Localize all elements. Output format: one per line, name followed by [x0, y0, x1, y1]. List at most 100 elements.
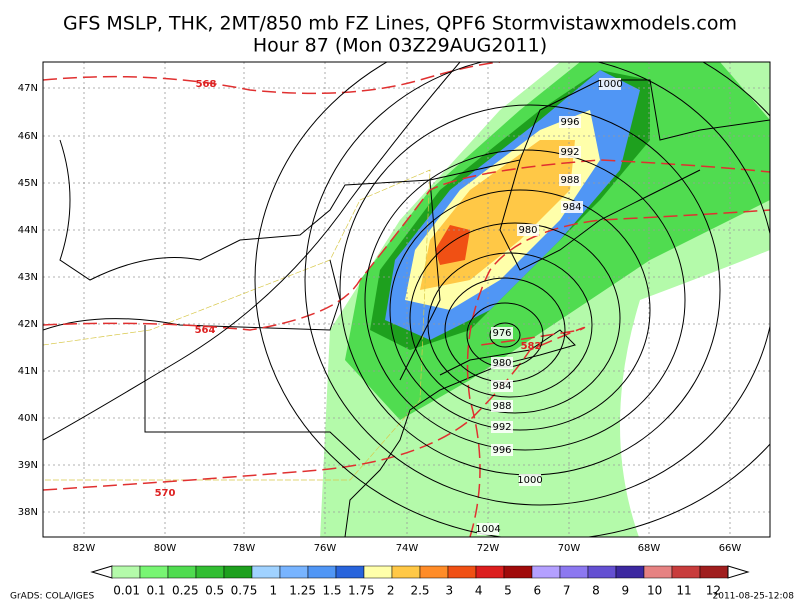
colorbar-right-arrow: [727, 565, 750, 579]
lat-label: 47N: [18, 83, 38, 94]
lat-label: 39N: [18, 460, 38, 471]
map-area: [43, 62, 770, 537]
colorbar-box: [167, 565, 197, 579]
colorbar-box: [223, 565, 253, 579]
label-bg: [491, 421, 513, 433]
lat-label: 42N: [18, 319, 38, 330]
lon-label: 74W: [396, 543, 419, 554]
title-line: GFS MSLP, THK, 2MT/850 mb FZ Lines, QPF6…: [63, 13, 737, 35]
label-bg: [559, 116, 581, 128]
isobar-label: 1000: [597, 79, 622, 90]
county-lines: [43, 169, 431, 481]
isobar-label: 988: [492, 401, 511, 412]
label-bg: [517, 224, 539, 236]
isobar-label: 996: [492, 445, 511, 456]
lon-label: 66W: [719, 543, 742, 554]
footer-right: 2011-08-25-12:08: [713, 592, 795, 602]
colorbar-label: 1.75: [348, 584, 375, 598]
colorbar-label: 3: [446, 584, 454, 598]
lon-label: 70W: [558, 543, 581, 554]
colorbar-box: [643, 565, 673, 579]
label-bg: [599, 78, 621, 90]
label-bg: [559, 146, 581, 158]
isobar-label: 980: [492, 358, 511, 369]
isobar-label: 984: [562, 202, 581, 213]
colorbar-label: 0.25: [172, 584, 199, 598]
precip-red: [435, 225, 470, 265]
isobar-label: 988: [560, 175, 579, 186]
isobar-label: 976: [492, 328, 511, 339]
label-bg: [491, 357, 513, 369]
lon-label: 72W: [477, 543, 500, 554]
colorbar-box: [307, 565, 337, 579]
lat-label: 41N: [18, 366, 38, 377]
colorbar-label: 0.01: [113, 584, 140, 598]
label-bg: [519, 474, 541, 486]
graticule: [43, 62, 770, 537]
thickness-label: 568: [196, 79, 217, 90]
colorbar-box: [559, 565, 589, 579]
lat-label: 43N: [18, 272, 38, 283]
label-bg: [491, 327, 513, 339]
map-frame: [42, 61, 771, 538]
label-bg: [491, 400, 513, 412]
colorbar-box: [587, 565, 617, 579]
colorbar-box: [671, 565, 701, 579]
colorbar-box: [419, 565, 449, 579]
lon-label: 80W: [154, 543, 177, 554]
lon-label: 82W: [73, 543, 96, 554]
precip-gap: [620, 250, 770, 537]
lon-label: 78W: [233, 543, 256, 554]
colorbar-label: 0.1: [146, 584, 165, 598]
isobar-label: 992: [560, 147, 579, 158]
colorbar-label: 8: [592, 584, 600, 598]
colorbar-box: [475, 565, 505, 579]
colorbar-box: [503, 565, 533, 579]
lat-label: 40N: [18, 413, 38, 424]
title-line: Hour 87 (Mon 03Z29AUG2011): [253, 35, 547, 57]
thickness-label: 564: [195, 325, 216, 336]
isobar-label: 1000: [517, 475, 542, 486]
colorbar-label: 7: [563, 584, 571, 598]
colorbar-left-arrow: [90, 565, 113, 579]
colorbar-box: [111, 565, 141, 579]
colorbar-label: 11: [676, 584, 691, 598]
colorbar-box: [139, 565, 169, 579]
colorbar-label: 5: [504, 584, 512, 598]
colorbar-label: 1.25: [289, 584, 316, 598]
lon-label: 68W: [638, 543, 661, 554]
colorbar-box: [615, 565, 645, 579]
thickness-label: 570: [155, 488, 176, 499]
colorbar-box: [251, 565, 281, 579]
colorbar-label: 9: [622, 584, 630, 598]
label-bg: [559, 174, 581, 186]
isobar-label: 996: [560, 117, 579, 128]
colorbar-box: [531, 565, 561, 579]
thickness-label: 582: [521, 341, 542, 352]
lat-label: 38N: [18, 507, 38, 518]
lat-label: 46N: [18, 131, 38, 142]
isobar-label: 1004: [475, 524, 500, 535]
colorbar-box: [195, 565, 225, 579]
colorbar-box: [335, 565, 365, 579]
isobar-label: 992: [492, 422, 511, 433]
colorbar-box: [447, 565, 477, 579]
colorbar-label: 0.75: [231, 584, 258, 598]
colorbar-label: 4: [475, 584, 483, 598]
colorbar-label: 0.5: [205, 584, 224, 598]
label-bg: [491, 444, 513, 456]
label-bg: [477, 523, 499, 535]
isobar-label: 984: [492, 381, 511, 392]
colorbar-box: [363, 565, 393, 579]
lon-label: 76W: [314, 543, 337, 554]
colorbar-label: 6: [534, 584, 542, 598]
isobars: [43, 62, 770, 537]
isobar-label: 980: [518, 225, 537, 236]
colorbar-box: [699, 565, 729, 579]
lat-label: 45N: [18, 178, 38, 189]
label-bg: [561, 201, 583, 213]
colorbar-box: [391, 565, 421, 579]
colorbar-label: 1: [270, 584, 278, 598]
